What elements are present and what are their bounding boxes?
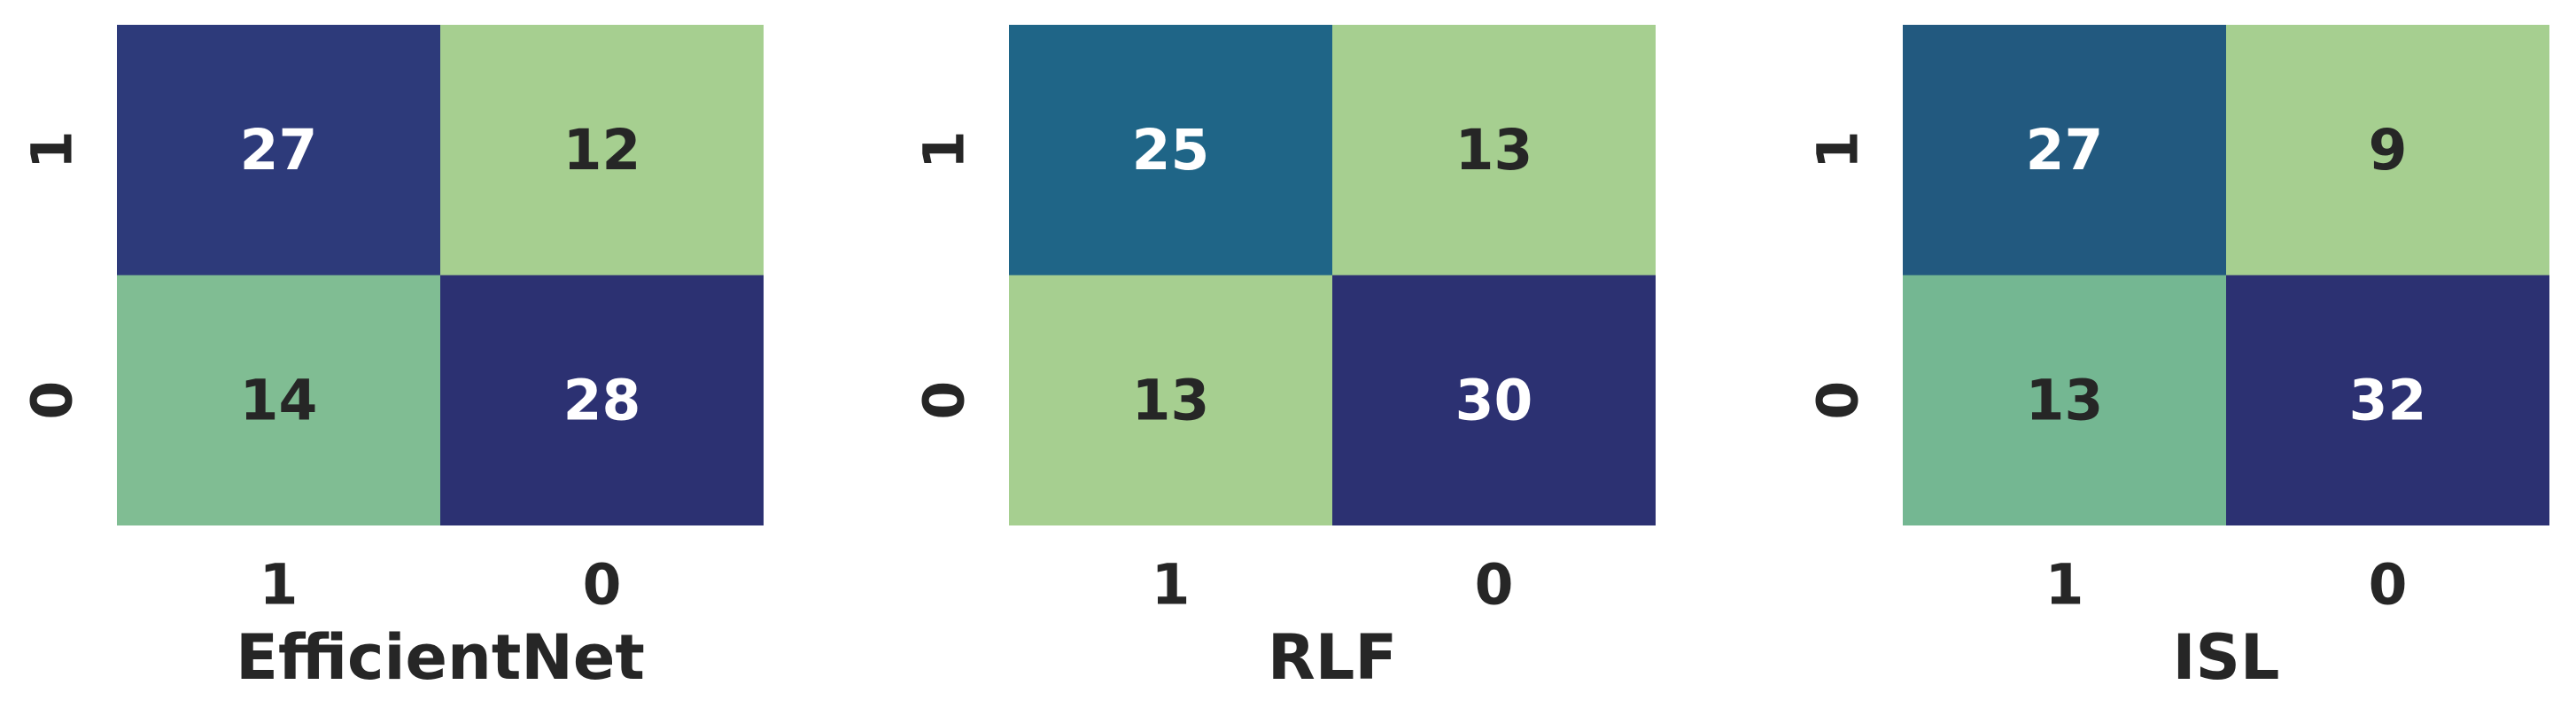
heatmap-cell xyxy=(1903,25,2226,276)
cell-label: 30 xyxy=(1455,368,1533,432)
x-axis-label: ISL xyxy=(2172,621,2279,694)
cell-label: 9 xyxy=(2369,118,2408,183)
heatmap-cell xyxy=(2226,25,2549,276)
heatmap-cell xyxy=(117,25,440,276)
heatmap-cell xyxy=(117,275,440,525)
cell-label: 13 xyxy=(1132,368,1210,432)
x-tick-label: 1 xyxy=(1152,553,1191,618)
x-tick-label: 1 xyxy=(260,553,299,618)
heatmap-cell xyxy=(1332,275,1656,525)
heatmap-cell xyxy=(1903,275,2226,525)
cell-label: 25 xyxy=(1132,118,1210,183)
heatmap-cell xyxy=(1009,275,1332,525)
cell-label: 27 xyxy=(240,118,318,183)
x-tick-label: 0 xyxy=(1475,553,1514,618)
x-tick-label: 1 xyxy=(2045,553,2084,618)
y-tick-label: 0 xyxy=(912,381,977,420)
heatmap-cell xyxy=(440,275,764,525)
cell-label: 13 xyxy=(1455,118,1533,183)
x-tick-label: 0 xyxy=(583,553,622,618)
cell-label: 32 xyxy=(2349,368,2427,432)
cell-label: 13 xyxy=(2026,368,2104,432)
heatmap-cell xyxy=(440,25,764,276)
x-tick-label: 0 xyxy=(2369,553,2408,618)
heatmap-cell xyxy=(1009,25,1332,276)
heatmap-cell xyxy=(1332,25,1656,276)
x-axis-label: RLF xyxy=(1268,621,1397,694)
cell-label: 28 xyxy=(563,368,641,432)
cell-label: 12 xyxy=(563,118,641,183)
y-tick-label: 1 xyxy=(912,130,977,169)
cell-label: 14 xyxy=(240,368,318,432)
cell-label: 27 xyxy=(2026,118,2104,183)
x-axis-label: EfficientNet xyxy=(236,621,645,694)
y-tick-label: 1 xyxy=(20,130,85,169)
y-tick-label: 1 xyxy=(1806,130,1871,169)
heatmap-cell xyxy=(2226,275,2549,525)
y-tick-label: 0 xyxy=(1806,381,1871,420)
y-tick-label: 0 xyxy=(20,381,85,420)
